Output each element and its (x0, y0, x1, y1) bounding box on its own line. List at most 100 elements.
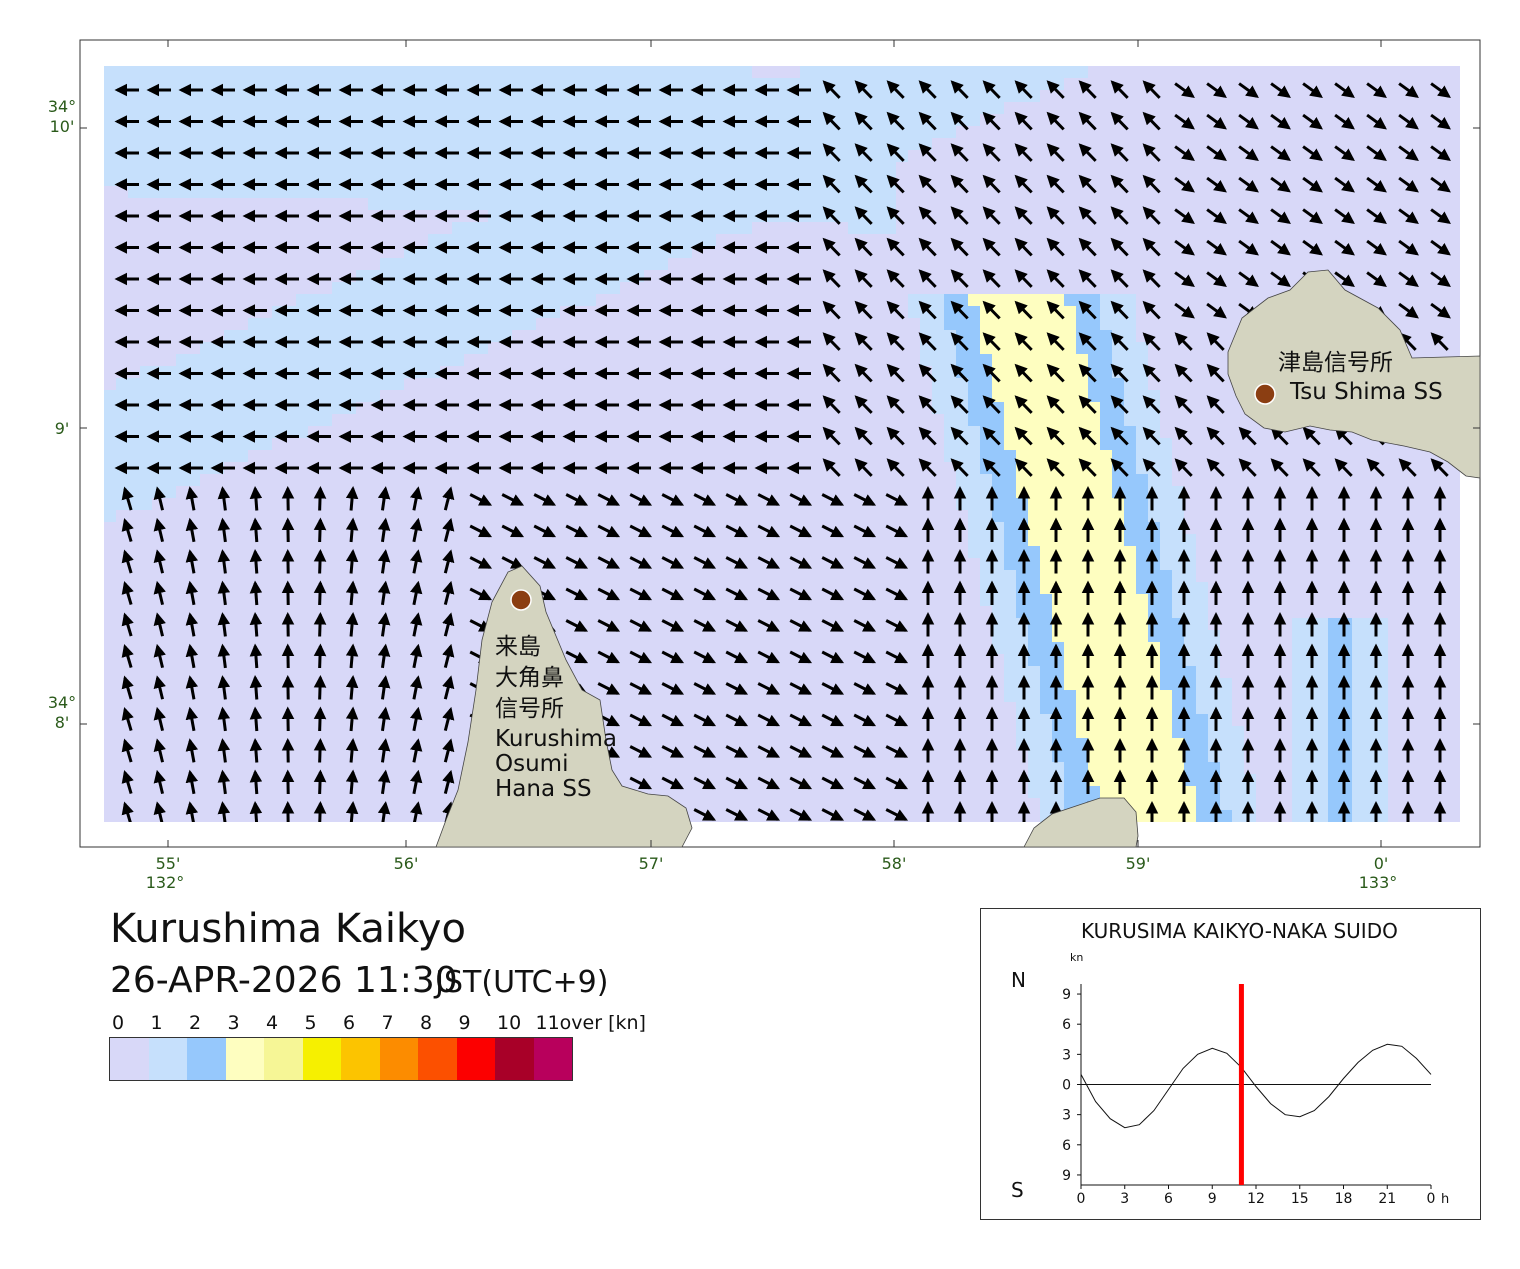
land-layer (435, 269, 1481, 848)
current-arrow (1174, 395, 1193, 414)
current-arrow (1238, 82, 1259, 98)
current-arrow (1142, 300, 1161, 320)
current-arrow (1046, 111, 1065, 131)
tide-chart-panel[interactable]: KURUSIMA KAIKYO-NAKA SUIDO kn N S 9 6 3 0 3 6… (980, 908, 1481, 1220)
legend-label: 10 (497, 1012, 522, 1034)
current-arrow (661, 493, 685, 506)
current-arrow (217, 549, 231, 574)
current-arrow (153, 517, 166, 543)
lat-minute-label: 8' (55, 713, 70, 732)
speed-legend-bar (109, 1037, 573, 1081)
legend-labels: 0 1 2 3 4 5 6 7 8 9 10 11over [kn] (110, 1012, 670, 1036)
current-arrow (918, 300, 937, 320)
current-arrow (918, 363, 937, 383)
current-arrow (886, 300, 905, 320)
current-arrow (1334, 239, 1355, 256)
current-arrow (313, 611, 327, 637)
current-arrow (377, 612, 391, 637)
current-arrow (153, 706, 166, 732)
tide-y-tick: 9 (1062, 1168, 1071, 1184)
current-arrow (1366, 271, 1387, 287)
tide-chart[interactable]: KURUSIMA KAIKYO-NAKA SUIDO kn N S 9 6 3 0 3 6… (981, 909, 1480, 1219)
current-arrow (822, 206, 841, 225)
current-arrow (853, 808, 877, 821)
current-arrow (629, 776, 653, 790)
current-arrow (789, 619, 813, 632)
current-arrow (885, 650, 909, 664)
current-arrow (693, 650, 717, 664)
current-arrow (1270, 208, 1291, 224)
tide-x-tick: 0 (1077, 1191, 1086, 1207)
current-arrow (982, 332, 1001, 351)
current-arrow (661, 776, 685, 790)
current-arrow (885, 776, 909, 790)
osumi-hana-station-marker[interactable] (510, 589, 532, 611)
tide-x-tick: 3 (1120, 1191, 1129, 1207)
current-arrow (693, 808, 717, 821)
current-arrow (1078, 269, 1097, 288)
current-arrow (885, 682, 909, 695)
current-arrow (821, 745, 845, 758)
current-arrow (1174, 458, 1193, 477)
current-arrow (121, 770, 134, 794)
current-arrow (1366, 82, 1387, 98)
current-arrow (822, 237, 841, 257)
legend-label: 9 (458, 1012, 471, 1034)
current-arrow (1142, 363, 1161, 383)
current-map[interactable]: 津島信号所 Tsu Shima SS 来島 大角鼻 信号所 Kurushima … (0, 0, 1520, 900)
current-arrow (886, 363, 905, 383)
tsu-shima-island (1227, 269, 1481, 479)
current-arrow (821, 619, 845, 632)
current-arrows (114, 80, 1451, 822)
legend-label: 3 (227, 1012, 240, 1034)
current-arrow (597, 524, 621, 538)
current-arrow (442, 486, 455, 511)
current-arrow (1142, 111, 1161, 131)
current-arrow (1142, 80, 1161, 99)
current-arrow (1110, 80, 1129, 99)
current-arrow (885, 587, 909, 601)
current-arrow (757, 650, 781, 664)
current-arrow (629, 682, 653, 695)
current-arrow (821, 808, 845, 821)
tsu-shima-station-marker[interactable] (1254, 383, 1276, 405)
current-arrow (918, 269, 937, 288)
current-time-marker (1238, 984, 1244, 1185)
current-arrow (121, 581, 134, 605)
current-arrow (629, 745, 653, 758)
current-arrow (1238, 426, 1257, 446)
current-arrow (1206, 82, 1227, 98)
current-arrow (725, 524, 749, 538)
current-arrow (249, 486, 263, 511)
current-arrow (757, 556, 781, 569)
current-arrow (661, 745, 685, 758)
current-arrow (1078, 300, 1097, 320)
current-arrow (249, 517, 263, 543)
lon-degree-label: 132° (146, 873, 185, 892)
current-arrow (1046, 206, 1065, 225)
current-arrow (693, 619, 717, 632)
datetime-label: 26-APR-2026 11:30 JST(UTC+9) (110, 960, 608, 1001)
current-arrow (821, 524, 845, 538)
current-arrow (1430, 271, 1451, 287)
current-arrow (377, 486, 391, 511)
current-arrow (442, 769, 455, 795)
current-arrow (1046, 174, 1065, 194)
current-arrow (217, 580, 231, 606)
current-arrow (1238, 208, 1259, 224)
current-arrow (442, 612, 455, 637)
current-arrow (1206, 208, 1227, 224)
current-arrow (854, 143, 873, 162)
current-arrow (1046, 300, 1065, 320)
current-arrow (1334, 82, 1355, 98)
lat-tick-label: 9' (55, 419, 70, 438)
tide-curve (1080, 1043, 1432, 1129)
current-arrow (886, 237, 905, 257)
current-arrow (918, 395, 937, 414)
current-arrow (1046, 395, 1065, 414)
osumi-name-en-1: Kurushima (495, 726, 617, 752)
current-arrow (1334, 271, 1355, 287)
current-arrow (121, 707, 134, 731)
current-arrow (442, 549, 455, 574)
current-arrow (982, 363, 1001, 383)
